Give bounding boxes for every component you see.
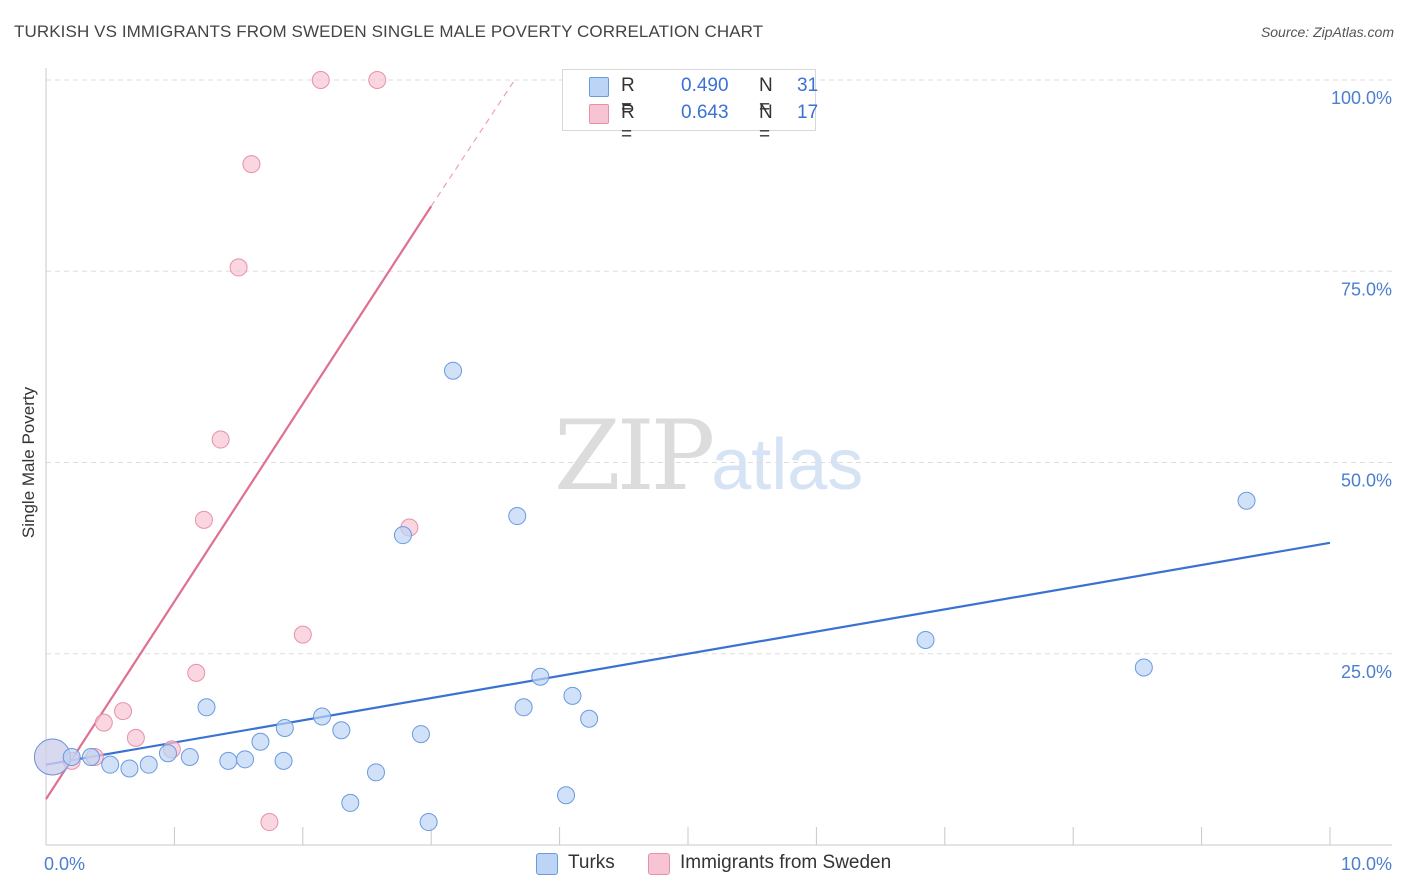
turks-point [1237,491,1256,510]
turks-point [332,721,351,740]
turks-point [139,755,158,774]
y-axis-title: Single Male Poverty [19,386,38,538]
turks-point [275,718,294,737]
y-tick-label: 50.0% [1341,471,1392,491]
legend-label: Turks [568,852,615,873]
sweden-point [311,71,330,89]
turks-point [563,686,582,705]
sweden-point [260,813,279,832]
x-tick-label: 0.0% [44,854,85,874]
turks-point [341,793,360,812]
turks-point [274,751,293,770]
r-value: 0.490 [681,75,729,96]
tick-labels: 25.0% 50.0% 75.0% 100.0% 0.0% 10.0% Single Mal… [19,88,1392,874]
turks-point [393,526,412,545]
sweden-legend-icon [648,853,670,875]
n-label: N = [759,102,773,145]
turks-point [419,813,438,832]
r-label: R = [621,75,635,118]
turks-point [366,763,385,782]
sweden-point [94,713,113,732]
sweden-trendline [45,205,433,800]
n-value: 17 [797,102,819,123]
sweden-point [368,71,387,89]
turks-point [197,698,216,717]
sweden-point [229,258,248,277]
turks-point [531,667,550,686]
turks-point [120,759,139,778]
sweden-point [114,702,133,721]
correlation-legend: R = 0.490 N = 31 R = 0.643 N = 17 [562,69,819,145]
turks-point [236,750,255,769]
x-tick-label: 10.0% [1341,854,1392,874]
sweden-point [194,510,213,529]
sweden-swatch-icon [589,104,609,124]
y-tick-label: 25.0% [1341,662,1392,682]
turks-point [81,748,100,767]
turks-point [62,748,81,767]
sweden-point [126,728,145,747]
turks-point [411,725,430,744]
n-label: N = [759,75,773,118]
turks-swatch-icon [589,77,609,97]
axes [45,68,1392,846]
turks-point [251,732,270,751]
turks-legend-icon [536,853,558,875]
r-value: 0.643 [681,102,729,123]
turks-trendline [45,541,1331,766]
r-label: R = [621,102,635,145]
source-label: Source: ZipAtlas.com [1260,24,1394,40]
legend-label: Immigrants from Sweden [680,852,892,873]
sweden-point [293,625,312,644]
sweden-point [187,663,206,682]
turks-point [580,709,599,728]
sweden-point [211,430,230,449]
turks-point [180,748,199,767]
chart-title: TURKISH VS IMMIGRANTS FROM SWEDEN SINGLE… [14,22,764,41]
turks-point [1134,658,1153,677]
turks-point [508,507,527,526]
data-points [33,71,1256,832]
turks-point [557,786,576,805]
turks-point [444,361,463,380]
turks-point [101,755,120,774]
turks-point [313,707,332,726]
turks-point [514,698,533,717]
sweden-point [242,155,261,174]
y-tick-label: 100.0% [1331,88,1392,108]
sweden-trendline-extension [430,79,516,207]
y-tick-label: 75.0% [1341,279,1392,299]
turks-point [916,630,935,649]
turks-point [219,751,238,770]
turks-point [158,744,177,763]
trendlines [45,79,1331,800]
n-value: 31 [797,75,819,96]
